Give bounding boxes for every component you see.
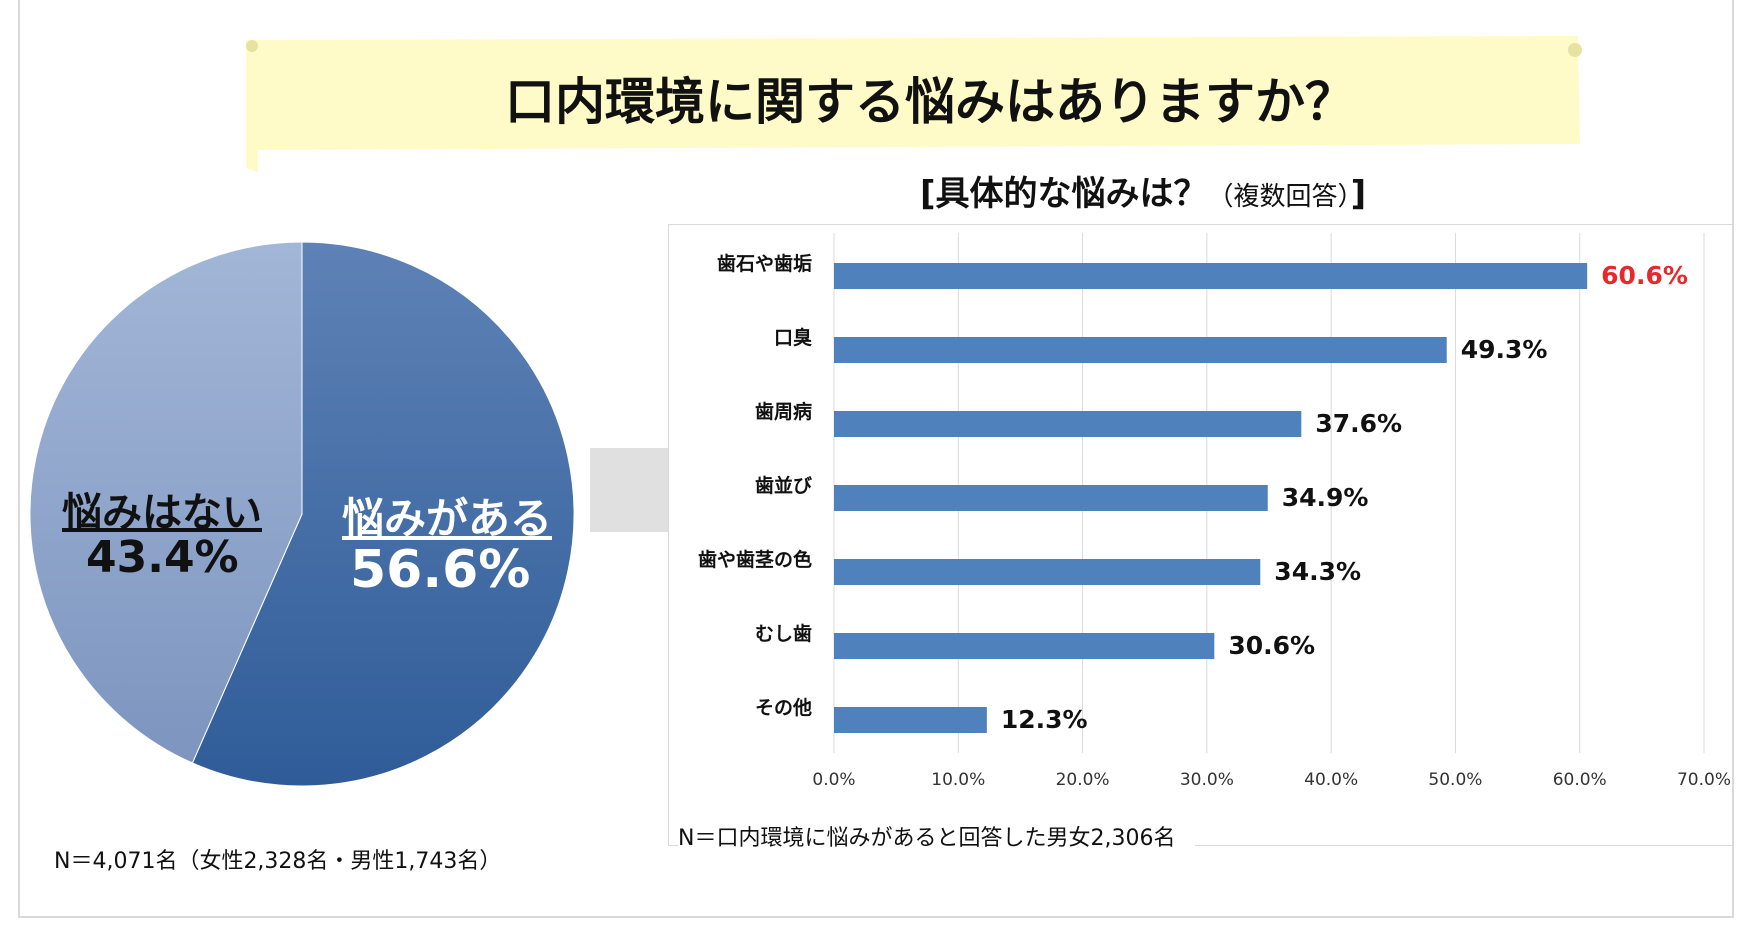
bar-heading-end: ]	[1350, 174, 1367, 214]
bar	[834, 559, 1261, 585]
pie-value-no: 43.4%	[86, 532, 239, 583]
category-label: その他	[755, 696, 812, 719]
bar-chart: 0.0% 10.0% 20.0% 30.0% 40.0% 50.0% 60.0% 70.0% 歯…	[698, 233, 1731, 790]
title-band-curl-right	[1568, 43, 1582, 57]
bar-sample-note: N＝口内環境に悩みがあると回答した男女2,306名	[678, 820, 1196, 858]
title-band-curl-left	[246, 40, 258, 52]
x-tick-label: 40.0%	[1304, 770, 1358, 790]
bar-value-label: 37.6%	[1315, 409, 1402, 438]
bar	[834, 485, 1268, 511]
category-label: 口臭	[774, 326, 812, 349]
bar-heading-sub: （複数回答）	[1207, 182, 1351, 212]
infographic-frame: 口内環境に関する悩みはありますか？ 悩みはない 43.4% 悩みがある 56.6…	[18, 0, 1734, 918]
pie-sample-note: N＝4,071名（女性2,328名・男性1,743名）	[54, 849, 502, 874]
bar	[834, 337, 1447, 363]
bar-chart-panel: 0.0% 10.0% 20.0% 30.0% 40.0% 50.0% 60.0% 70.0% 歯…	[668, 224, 1732, 846]
bar	[834, 633, 1215, 659]
x-tick-label: 50.0%	[1428, 770, 1482, 790]
title-band-shape	[246, 36, 1580, 172]
x-tick-label: 60.0%	[1553, 770, 1607, 790]
bar	[834, 263, 1588, 289]
category-label: 歯石や歯垢	[717, 252, 812, 275]
category-label: 歯周病	[755, 400, 812, 423]
bar	[834, 707, 987, 733]
pie-slice-no	[29, 241, 303, 764]
x-tick-label: 30.0%	[1180, 770, 1234, 790]
bar-heading-main: [具体的な悩みは？	[920, 174, 1208, 214]
category-label: むし歯	[755, 622, 812, 645]
bar-chart-heading: [具体的な悩みは？（複数回答）]	[920, 166, 1520, 215]
bar-value-label: 12.3%	[1001, 705, 1088, 734]
bar-value-label: 30.6%	[1228, 631, 1315, 660]
bar-value-label: 34.3%	[1274, 557, 1361, 586]
x-tick-label: 20.0%	[1056, 770, 1110, 790]
pie-slice-yes	[191, 241, 575, 787]
bar	[834, 411, 1302, 437]
pie-label-yes: 悩みがある	[342, 494, 553, 543]
x-tick-label: 0.0%	[812, 770, 855, 790]
pie-value-yes: 56.6%	[350, 540, 531, 600]
bar-value-label: 60.6%	[1601, 261, 1688, 290]
page-title: 口内環境に関する悩みはありますか？	[505, 73, 1355, 131]
category-label: 歯や歯茎の色	[698, 548, 812, 571]
category-label: 歯並び	[755, 474, 812, 497]
title-band	[246, 36, 1582, 172]
bar-value-label: 34.9%	[1282, 483, 1369, 512]
pie-chart	[29, 241, 732, 787]
pie-label-no: 悩みはない	[62, 490, 262, 536]
x-tick-label: 10.0%	[931, 770, 985, 790]
bar-value-label: 49.3%	[1461, 335, 1548, 364]
x-tick-label: 70.0%	[1677, 770, 1731, 790]
